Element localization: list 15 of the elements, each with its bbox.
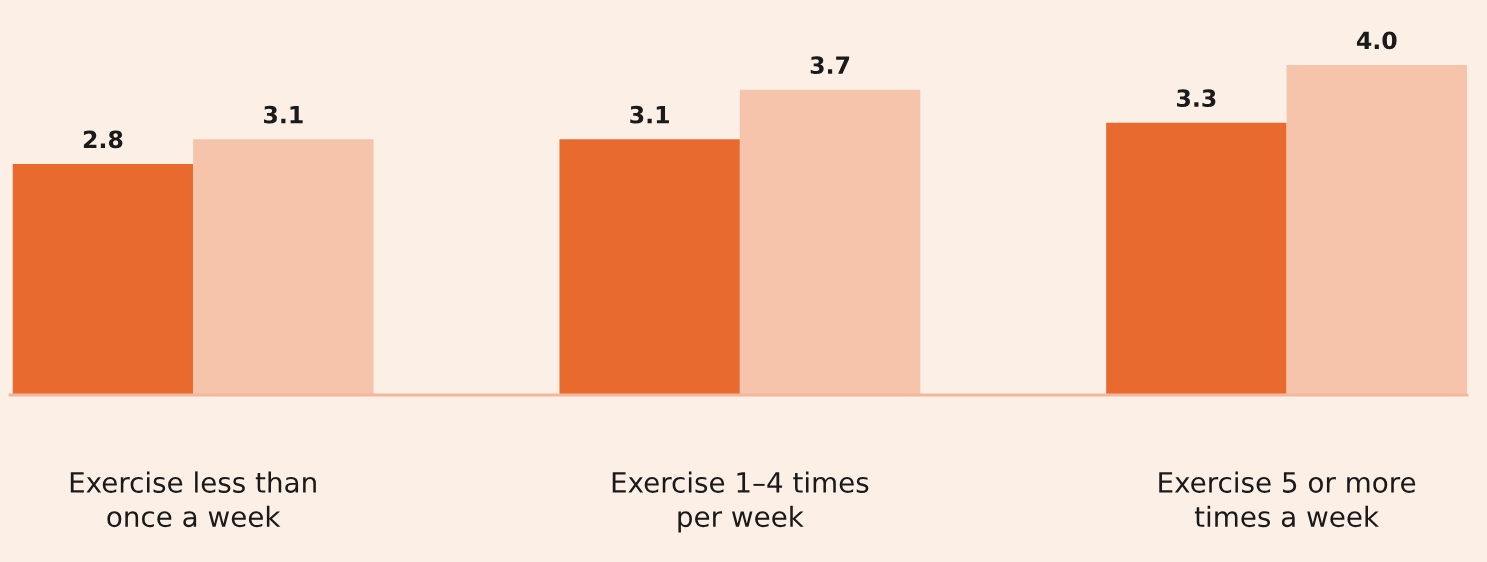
data-label: 3.7 [810, 56, 850, 75]
data-label: 3.1 [264, 105, 303, 124]
bar [12, 164, 194, 395]
data-label: 4.0 [1356, 31, 1397, 50]
bar [739, 89, 921, 395]
bar [559, 139, 740, 395]
x-tick-label: Exercise 5 or more times a week [1159, 471, 1416, 528]
bar [193, 139, 374, 395]
bar [1106, 122, 1287, 395]
data-label: 2.8 [83, 130, 123, 149]
bar [1286, 65, 1467, 395]
x-tick-label: Exercise 1–4 times per week [612, 471, 869, 533]
data-label: 3.3 [1177, 89, 1216, 108]
x-tick-label: Exercise less than once a week [70, 471, 316, 528]
data-label: 3.1 [630, 105, 669, 124]
